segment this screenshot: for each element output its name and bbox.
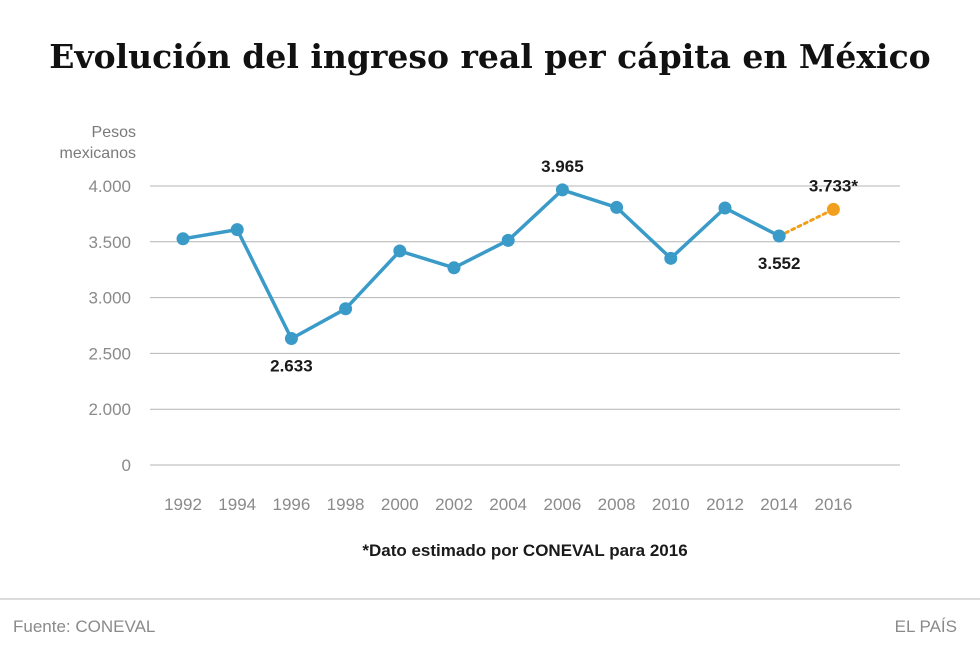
- estimate-note: *Dato estimado por CONEVAL para 2016: [362, 541, 687, 560]
- data-point: [772, 229, 786, 243]
- x-axis-ticks: 1992 1994 1996 1998 2000 2002 2004 2006 2008 2010…: [164, 495, 852, 514]
- x-tick-label: 2000: [381, 495, 419, 514]
- data-point: [393, 244, 407, 258]
- estimate-point: [826, 202, 840, 216]
- x-tick-label: 2008: [598, 495, 636, 514]
- x-tick-label: 1994: [218, 495, 256, 514]
- data-labels: 2.633 3.965 3.552 3.733*: [270, 157, 858, 376]
- x-tick-label: 2004: [489, 495, 527, 514]
- series-points: [176, 183, 840, 346]
- y-tick-label: 4.000: [88, 177, 131, 196]
- gridlines: [150, 185, 900, 466]
- y-axis-ticks: 4.000 3.500 3.000 2.500 2.000 0: [88, 177, 131, 475]
- data-point: [555, 183, 569, 197]
- x-tick-label: 1998: [327, 495, 365, 514]
- y-tick-label: 2.500: [88, 344, 131, 363]
- data-label: 3.733*: [809, 176, 859, 195]
- y-axis-label-line-1: Pesos: [92, 124, 136, 141]
- y-tick-label: 2.000: [88, 400, 131, 419]
- source-text: Fuente: CONEVAL: [13, 617, 155, 636]
- data-point: [610, 200, 624, 214]
- brand-text: EL PAÍS: [895, 617, 957, 636]
- data-point: [176, 232, 190, 246]
- y-tick-label: 3.000: [88, 289, 131, 308]
- data-point: [284, 332, 298, 346]
- x-tick-label: 2010: [652, 495, 690, 514]
- x-tick-label: 1992: [164, 495, 202, 514]
- data-label: 3.552: [758, 254, 801, 273]
- y-tick-label: 0: [122, 456, 131, 475]
- y-axis-label-line-2: mexicanos: [60, 145, 136, 162]
- chart-title: Evolución del ingreso real per cápita en…: [49, 37, 930, 76]
- x-tick-label: 2014: [760, 495, 798, 514]
- data-point: [501, 233, 515, 247]
- x-tick-label: 1996: [272, 495, 310, 514]
- x-tick-label: 2012: [706, 495, 744, 514]
- data-point: [230, 223, 244, 237]
- y-tick-label: 3.500: [88, 233, 131, 252]
- data-point: [447, 261, 461, 275]
- data-point: [718, 201, 732, 215]
- data-point: [339, 302, 353, 316]
- x-tick-label: 2016: [814, 495, 852, 514]
- x-tick-label: 2002: [435, 495, 473, 514]
- series-lines: [181, 188, 835, 341]
- data-point: [664, 251, 678, 265]
- series-line: [181, 188, 781, 341]
- x-tick-label: 2006: [543, 495, 581, 514]
- estimate-series-line: [777, 207, 835, 238]
- data-label: 3.965: [541, 157, 584, 176]
- data-label: 2.633: [270, 357, 313, 376]
